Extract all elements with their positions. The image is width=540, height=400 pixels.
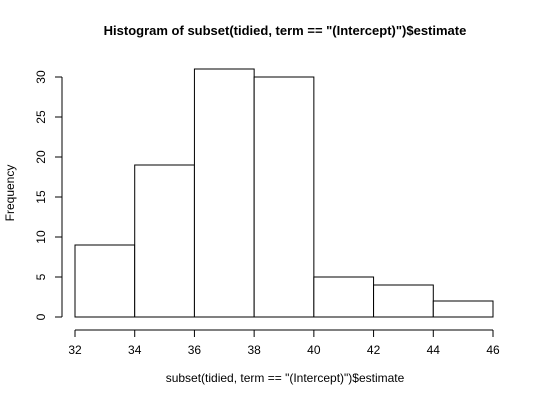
chart-title: Histogram of subset(tidied, term == "(In… bbox=[104, 23, 467, 38]
y-tick-label-5: 5 bbox=[34, 273, 48, 280]
histogram-bar-44-46 bbox=[432, 300, 494, 318]
x-tick-label-32: 32 bbox=[68, 343, 82, 357]
bars-group bbox=[74, 68, 494, 318]
y-tick-label-0: 0 bbox=[34, 313, 48, 320]
y-axis: 0 5 10 15 20 25 30 bbox=[34, 70, 63, 320]
x-axis: 32 34 36 38 40 42 44 46 bbox=[68, 329, 500, 357]
histogram-bar-36-38 bbox=[193, 68, 255, 318]
x-tick-label-36: 36 bbox=[188, 343, 202, 357]
histogram-bar-40-42 bbox=[313, 276, 375, 318]
x-tick-label-42: 42 bbox=[367, 343, 381, 357]
y-tick-label-20: 20 bbox=[34, 150, 48, 164]
histogram-bar-42-44 bbox=[373, 284, 434, 318]
x-tick-label-44: 44 bbox=[427, 343, 441, 357]
histogram-bar-34-36 bbox=[134, 164, 195, 318]
x-tick-label-34: 34 bbox=[128, 343, 142, 357]
y-tick-label-30: 30 bbox=[34, 70, 48, 84]
x-tick-label-46: 46 bbox=[486, 343, 500, 357]
x-tick-label-40: 40 bbox=[307, 343, 321, 357]
x-axis-label: subset(tidied, term == "(Intercept)")$es… bbox=[166, 371, 405, 385]
y-axis-label: Frequency bbox=[3, 165, 17, 222]
y-tick-label-25: 25 bbox=[34, 110, 48, 124]
histogram-bar-32-34 bbox=[74, 244, 136, 318]
y-tick-label-10: 10 bbox=[34, 230, 48, 244]
histogram-bar-38-40 bbox=[253, 76, 315, 318]
y-tick-label-15: 15 bbox=[34, 190, 48, 204]
x-tick-label-38: 38 bbox=[247, 343, 261, 357]
